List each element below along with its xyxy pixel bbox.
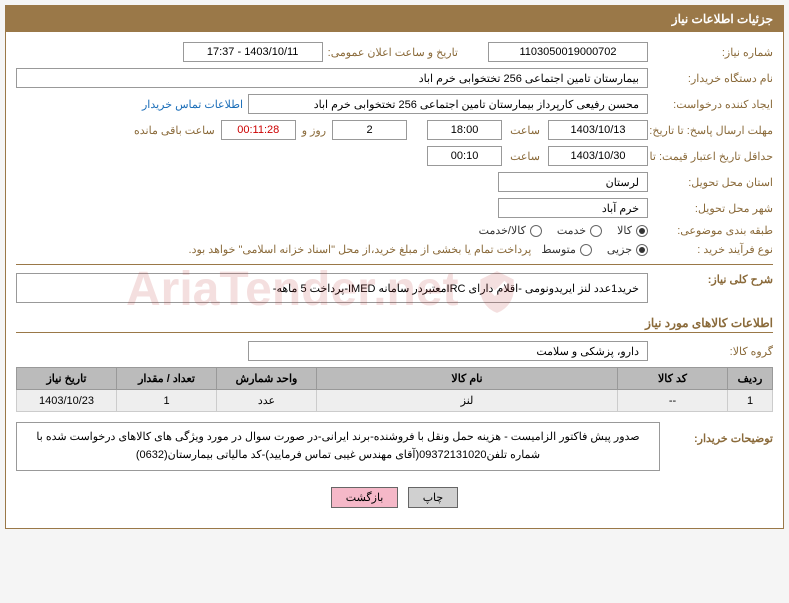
label-time-2: ساعت bbox=[510, 150, 540, 163]
field-province: لرستان bbox=[498, 172, 648, 192]
label-need-desc: شرح کلی نیاز: bbox=[653, 273, 773, 286]
field-valid-time: 00:10 bbox=[427, 146, 502, 166]
field-city: خرم آباد bbox=[498, 198, 648, 218]
label-city: شهر محل تحویل: bbox=[653, 202, 773, 215]
field-buyer-org: بیمارستان تامین اجتماعی 256 تختخوابی خرم… bbox=[16, 68, 648, 88]
label-reply-deadline: مهلت ارسال پاسخ: تا تاریخ: bbox=[653, 124, 773, 137]
field-need-no: 1103050019000702 bbox=[488, 42, 648, 62]
label-time-remaining: ساعت باقی مانده bbox=[134, 124, 215, 137]
field-reply-time: 18:00 bbox=[427, 120, 502, 140]
table-row: 1 -- لنز عدد 1 1403/10/23 bbox=[17, 390, 773, 412]
field-countdown: 00:11:28 bbox=[221, 120, 296, 140]
th-row: ردیف bbox=[728, 368, 773, 390]
field-announce-dt: 1403/10/11 - 17:37 bbox=[183, 42, 323, 62]
radio-cat-service[interactable]: خدمت bbox=[557, 224, 602, 237]
field-buyer-notes: صدور پیش فاکتور الزامیست - هزینه حمل ونق… bbox=[16, 422, 660, 471]
label-time-1: ساعت bbox=[510, 124, 540, 137]
field-goods-group: دارو، پزشکی و سلامت bbox=[248, 341, 648, 361]
th-code: کد کالا bbox=[618, 368, 728, 390]
label-days-and: روز و bbox=[302, 124, 326, 137]
field-requester: محسن رفیعی کارپرداز بیمارستان تامین اجتم… bbox=[248, 94, 648, 114]
back-button[interactable]: بازگشت bbox=[331, 487, 399, 508]
th-name: نام کالا bbox=[317, 368, 618, 390]
label-buyer-org: نام دستگاه خریدار: bbox=[653, 72, 773, 85]
label-min-valid: حداقل تاریخ اعتبار قیمت: تا تاریخ: bbox=[653, 150, 773, 163]
link-contact-buyer[interactable]: اطلاعات تماس خریدار bbox=[142, 98, 243, 111]
label-need-no: شماره نیاز: bbox=[653, 46, 773, 59]
field-valid-date: 1403/10/30 bbox=[548, 146, 648, 166]
label-goods-group: گروه کالا: bbox=[653, 345, 773, 358]
label-province: استان محل تحویل: bbox=[653, 176, 773, 189]
print-button[interactable]: چاپ bbox=[408, 487, 459, 508]
label-process: نوع فرآیند خرید : bbox=[653, 243, 773, 256]
process-note: پرداخت تمام یا بخشی از مبلغ خرید،از محل … bbox=[189, 243, 532, 256]
goods-table: ردیف کد کالا نام کالا واحد شمارش تعداد /… bbox=[16, 367, 773, 412]
radio-cat-goods[interactable]: کالا bbox=[617, 224, 648, 237]
radio-proc-medium[interactable]: متوسط bbox=[541, 243, 592, 256]
radio-proc-partial[interactable]: جزیی bbox=[607, 243, 648, 256]
label-category: طبقه بندی موضوعی: bbox=[653, 224, 773, 237]
th-need-date: تاریخ نیاز bbox=[17, 368, 117, 390]
field-days-left: 2 bbox=[332, 120, 407, 140]
field-need-desc: خرید1عدد لنز ایریدونومی -اقلام دارای IRC… bbox=[16, 273, 648, 303]
section-goods-info: اطلاعات کالاهای مورد نیاز bbox=[16, 311, 773, 333]
label-requester: ایجاد کننده درخواست: bbox=[653, 98, 773, 111]
th-unit: واحد شمارش bbox=[217, 368, 317, 390]
radio-cat-both[interactable]: کالا/خدمت bbox=[479, 224, 542, 237]
label-buyer-notes: توضیحات خریدار: bbox=[673, 422, 773, 445]
th-qty: تعداد / مقدار bbox=[117, 368, 217, 390]
label-announce-dt: تاریخ و ساعت اعلان عمومی: bbox=[328, 46, 458, 59]
field-reply-date: 1403/10/13 bbox=[548, 120, 648, 140]
panel-title: جزئیات اطلاعات نیاز bbox=[6, 6, 783, 32]
